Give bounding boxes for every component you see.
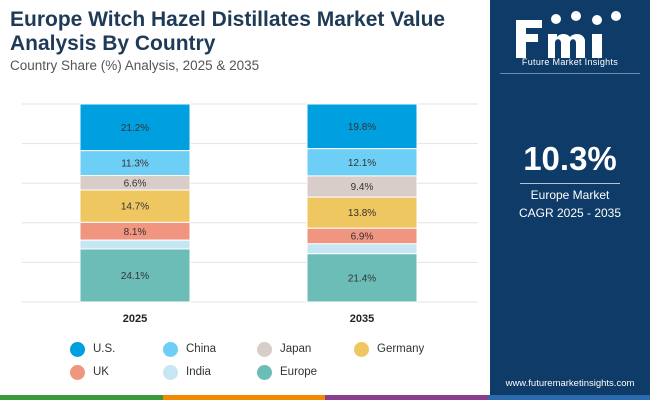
legend-item: Germany xyxy=(354,340,424,358)
bar-segment-us-2025 xyxy=(79,103,191,152)
bottom-color-strip xyxy=(0,395,650,400)
cagr-label-market: Europe Market xyxy=(530,188,610,202)
data-label: 21.4% xyxy=(348,273,376,284)
legend-swatch xyxy=(354,341,369,357)
bar-segment-india-2035 xyxy=(306,243,418,255)
cagr-value: 10.3% xyxy=(523,140,617,177)
legend-item: India xyxy=(163,363,211,381)
logo-text: Future Market Insights xyxy=(521,57,619,67)
legend-label: Germany xyxy=(377,343,425,355)
strip-segment xyxy=(325,395,488,400)
legend-swatch xyxy=(163,341,178,357)
legend-item: UK xyxy=(70,363,109,381)
legend-label: Japan xyxy=(280,343,312,355)
data-label: 11.3% xyxy=(121,159,149,170)
category-label: 2025 xyxy=(123,313,147,325)
legend-item: China xyxy=(163,340,216,358)
legend-item: Japan xyxy=(257,340,311,358)
legend-swatch xyxy=(257,341,272,357)
strip-segment xyxy=(162,395,325,400)
strip-segment xyxy=(0,395,163,400)
strip-segment xyxy=(487,395,650,400)
bar-segment-germany-2025 xyxy=(79,189,191,223)
bar-segment-us-2035 xyxy=(306,103,418,150)
legend-item: Europe xyxy=(257,363,317,381)
page-title: Europe Witch Hazel Distillates Market Va… xyxy=(10,8,446,55)
category-label: 2035 xyxy=(350,313,374,325)
website-link[interactable]: www.futuremarketinsights.com xyxy=(505,378,635,389)
bar-segment-europe-2025 xyxy=(79,248,191,303)
data-label: 24.1% xyxy=(121,271,149,282)
legend-label: China xyxy=(186,343,217,355)
chart-legend: U.S. China Japan Germany UK India Europe xyxy=(60,340,480,390)
legend-swatch xyxy=(257,364,272,380)
data-label: 6.9% xyxy=(351,232,374,243)
data-label: 12.1% xyxy=(348,158,376,169)
data-label: 8.1% xyxy=(124,227,147,238)
chart-bars: 21.2% 11.3% 6.6% 14.7% 8.1% 24.1% 19.8% 12.1% 9.… xyxy=(79,103,418,303)
page-subtitle: Country Share (%) Analysis, 2025 & 2035 xyxy=(10,58,260,73)
cagr-label-period: CAGR 2025 - 2035 xyxy=(518,206,622,220)
legend-swatch xyxy=(163,364,178,380)
data-label: 19.8% xyxy=(348,122,376,133)
cagr-underline xyxy=(520,183,620,184)
legend-swatch xyxy=(70,341,85,357)
legend-item: U.S. xyxy=(70,340,115,358)
data-label: 14.7% xyxy=(121,202,149,213)
legend-swatch xyxy=(70,364,85,380)
data-label: 21.2% xyxy=(121,123,149,134)
data-label: 13.8% xyxy=(348,208,376,219)
legend-label: India xyxy=(186,366,211,378)
chart-category-labels: 2025 2035 xyxy=(123,313,374,325)
legend-label: U.S. xyxy=(93,343,116,355)
bar-segment-europe-2035 xyxy=(306,253,418,303)
side-panel: Future Market Insights 10.3% Europe Mark… xyxy=(490,0,650,400)
legend-label: UK xyxy=(93,366,109,378)
bar-segment-china-2025 xyxy=(79,150,191,176)
bar-segment-germany-2035 xyxy=(306,196,418,229)
data-label: 9.4% xyxy=(351,182,374,193)
panel-divider xyxy=(500,73,640,74)
fmi-logo xyxy=(516,11,621,58)
bar-segment-india-2025 xyxy=(79,239,191,250)
legend-label: Europe xyxy=(280,366,318,378)
data-label: 6.6% xyxy=(124,178,147,189)
